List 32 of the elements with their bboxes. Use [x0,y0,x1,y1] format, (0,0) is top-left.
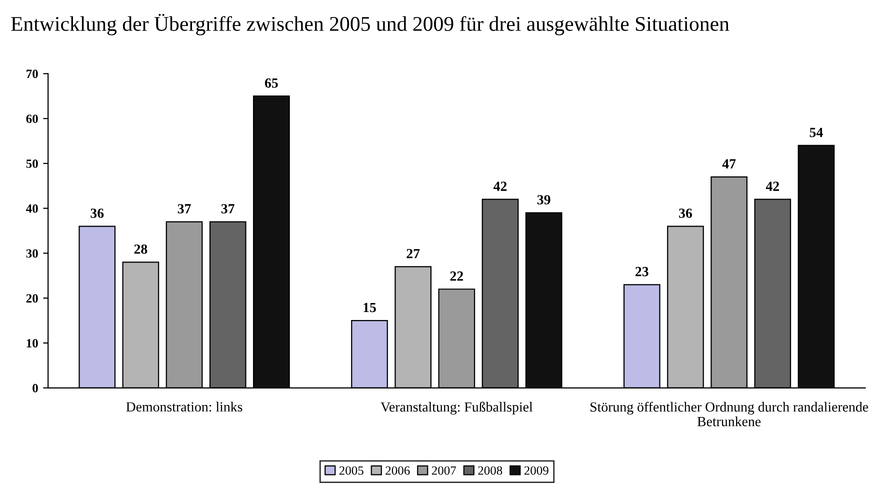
data-label: 28 [134,244,148,254]
legend-label: 2008 [478,466,502,475]
data-label: 36 [90,208,104,218]
data-label: 39 [537,195,550,204]
data-label: 15 [364,302,376,312]
data-label: 37 [178,204,191,214]
y-tick-label: 60 [26,114,38,123]
y-tick-label: 0 [32,384,38,392]
data-label: 27 [406,248,420,258]
y-tick-label: 10 [26,339,38,348]
data-label: 42 [493,182,507,191]
y-tick-label: 20 [26,294,38,303]
legend-label: 2007 [432,466,456,475]
x-tick-label: Veranstaltung: Fußballspiel [380,402,533,415]
legend-label: 2005 [339,466,364,475]
y-tick-label: 40 [26,204,38,213]
data-label: 65 [264,78,278,88]
y-tick-label: 70 [26,70,38,78]
y-tick-label: 30 [26,249,38,258]
data-label: 22 [450,271,464,281]
x-tick-label: Störung öffentlicher Ordnung durch randalierende Betrunkene [590,402,868,426]
data-label: 54 [810,128,823,138]
legend-label: 2009 [524,466,548,475]
data-label: 36 [679,208,692,218]
chart-title: Entwicklung der Übergriffe zwischen 2005 und 2009 für drei ausgewählte Situationen [11,14,730,36]
x-tick-label: Demonstration: links [126,402,242,412]
data-label: 47 [722,159,736,168]
data-label: 42 [766,182,779,191]
data-label: 23 [636,266,648,276]
data-label: 37 [221,204,234,214]
y-tick-label: 50 [26,159,38,168]
legend-label: 2006 [386,466,410,475]
